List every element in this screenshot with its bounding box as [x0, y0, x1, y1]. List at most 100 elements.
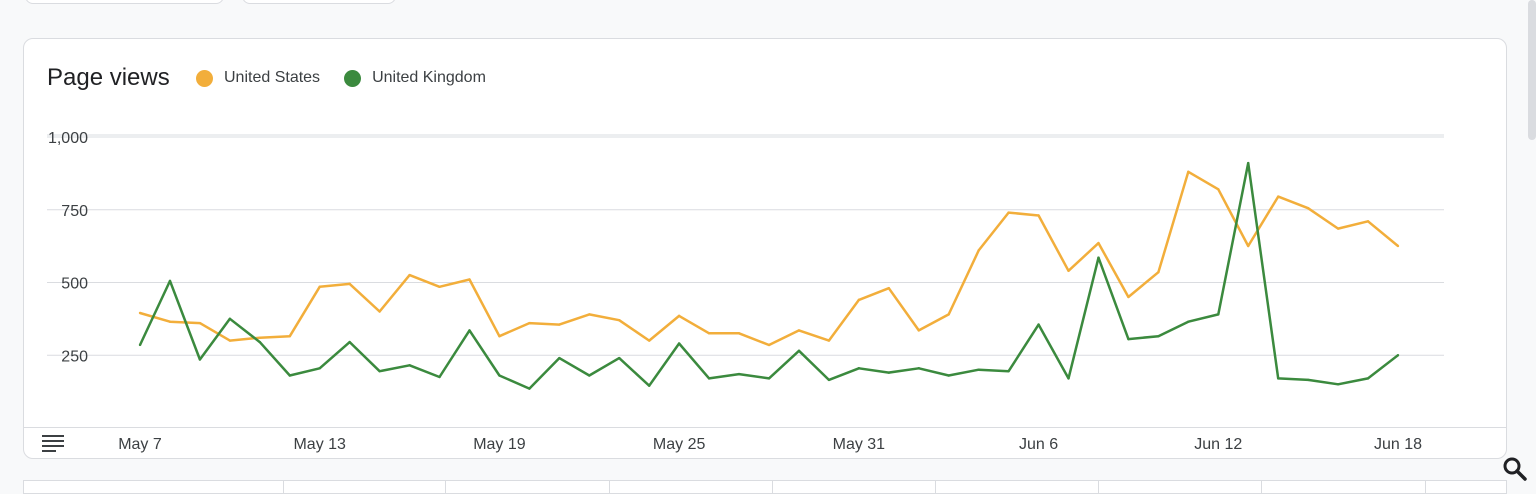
- data-point-uk: [288, 374, 291, 377]
- data-point-uk: [737, 372, 741, 376]
- data-point-us: [917, 329, 920, 332]
- legend-item-uk[interactable]: United Kingdom: [344, 69, 486, 87]
- data-point-uk: [1097, 256, 1100, 259]
- data-point-uk: [1037, 323, 1040, 326]
- data-point-us: [618, 319, 621, 322]
- data-point-us: [737, 332, 741, 335]
- data-point-uk: [1336, 383, 1340, 386]
- data-point-uk: [797, 349, 801, 352]
- legend-item-us[interactable]: United States: [196, 69, 320, 87]
- data-point-uk: [318, 367, 321, 370]
- data-point-us: [1007, 211, 1010, 214]
- data-point-uk: [647, 384, 651, 387]
- data-point-uk: [707, 377, 711, 380]
- data-point-us: [1276, 195, 1280, 198]
- data-point-uk: [228, 317, 232, 320]
- search-icon[interactable]: [1502, 456, 1528, 482]
- data-point-uk: [588, 374, 591, 377]
- x-tick-label: May 19: [473, 436, 526, 453]
- data-point-us: [348, 282, 351, 286]
- x-tick-label: Jun 18: [1374, 436, 1422, 453]
- chart-title: Page views: [47, 64, 170, 91]
- data-point-uk: [1067, 377, 1070, 380]
- data-point-uk: [498, 374, 501, 377]
- data-point-us: [857, 298, 861, 302]
- data-point-uk: [1247, 161, 1250, 165]
- data-point-uk: [1276, 377, 1280, 380]
- x-tick-label: May 13: [293, 436, 346, 453]
- data-point-uk: [887, 371, 891, 374]
- data-point-us: [1396, 244, 1400, 248]
- data-point-us: [1067, 269, 1070, 272]
- data-point-us: [887, 287, 891, 290]
- axis-divider: [24, 427, 1506, 428]
- data-point-us: [378, 310, 381, 313]
- x-tick-label: Jun 6: [1019, 436, 1058, 453]
- data-point-uk: [977, 368, 980, 371]
- data-point-us: [558, 323, 561, 326]
- top-tab-pill-1[interactable]: [25, 0, 224, 4]
- data-point-us: [677, 314, 681, 318]
- x-tick-label: May 7: [118, 436, 162, 453]
- data-point-us: [228, 339, 232, 342]
- data-point-uk: [1396, 353, 1400, 357]
- data-point-us: [1366, 220, 1370, 223]
- data-point-uk: [677, 342, 681, 345]
- data-point-uk: [348, 340, 351, 344]
- chart-legend: United States United Kingdom: [196, 69, 486, 87]
- x-tick-label: May 31: [833, 436, 886, 453]
- legend-label-uk: United Kingdom: [372, 69, 486, 86]
- data-point-us: [1037, 214, 1040, 217]
- data-point-us: [1187, 170, 1190, 174]
- line-chart: 250 500 750 1,000 May 7 May 13 May 19 May 25 May…: [47, 130, 1444, 453]
- page-scrollbar[interactable]: [1528, 0, 1536, 140]
- data-point-us: [198, 321, 202, 325]
- data-point-uk: [1157, 335, 1160, 338]
- data-point-us: [707, 332, 711, 335]
- data-point-uk: [168, 279, 172, 283]
- data-point-us: [258, 336, 262, 339]
- data-point-us: [1217, 188, 1220, 191]
- bottom-table-header: [23, 480, 1507, 494]
- data-point-us: [827, 339, 831, 342]
- data-point-uk: [1366, 377, 1370, 380]
- data-point-uk: [1007, 369, 1010, 373]
- data-point-uk: [857, 367, 861, 370]
- series-line-us: [139, 170, 1399, 347]
- data-point-us: [408, 273, 411, 277]
- data-point-uk: [1127, 337, 1130, 341]
- data-point-uk: [618, 356, 621, 360]
- data-point-us: [438, 285, 441, 288]
- data-point-uk: [767, 377, 771, 380]
- top-tab-pill-2[interactable]: [242, 0, 396, 4]
- y-tick-label: 1,000: [48, 130, 88, 147]
- data-point-uk: [827, 378, 831, 382]
- data-point-us: [797, 329, 801, 332]
- data-point-us: [977, 249, 980, 252]
- data-point-us: [1247, 244, 1250, 248]
- legend-dot-us: [196, 69, 213, 87]
- data-point-us: [1097, 241, 1100, 245]
- data-point-us: [647, 339, 651, 342]
- data-point-us: [1157, 271, 1160, 274]
- data-point-us: [947, 313, 950, 316]
- data-point-us: [1336, 227, 1340, 230]
- data-point-us: [318, 285, 321, 288]
- y-tick-label: 500: [61, 276, 88, 293]
- data-point-us: [767, 343, 771, 347]
- data-point-us: [138, 311, 142, 315]
- data-point-uk: [438, 375, 441, 379]
- data-point-uk: [138, 343, 142, 347]
- data-point-uk: [528, 387, 531, 390]
- data-point-us: [168, 320, 172, 323]
- data-point-uk: [558, 356, 561, 360]
- data-point-uk: [917, 367, 920, 370]
- data-point-uk: [1217, 313, 1220, 316]
- y-tick-label: 250: [61, 348, 88, 365]
- x-tick-label: Jun 12: [1194, 436, 1242, 453]
- data-point-us: [528, 321, 531, 325]
- table-view-icon[interactable]: [42, 435, 64, 453]
- legend-dot-uk: [344, 69, 362, 87]
- chart-card: Page views United States United Kingdom …: [23, 38, 1507, 459]
- x-tick-label: May 25: [653, 436, 706, 453]
